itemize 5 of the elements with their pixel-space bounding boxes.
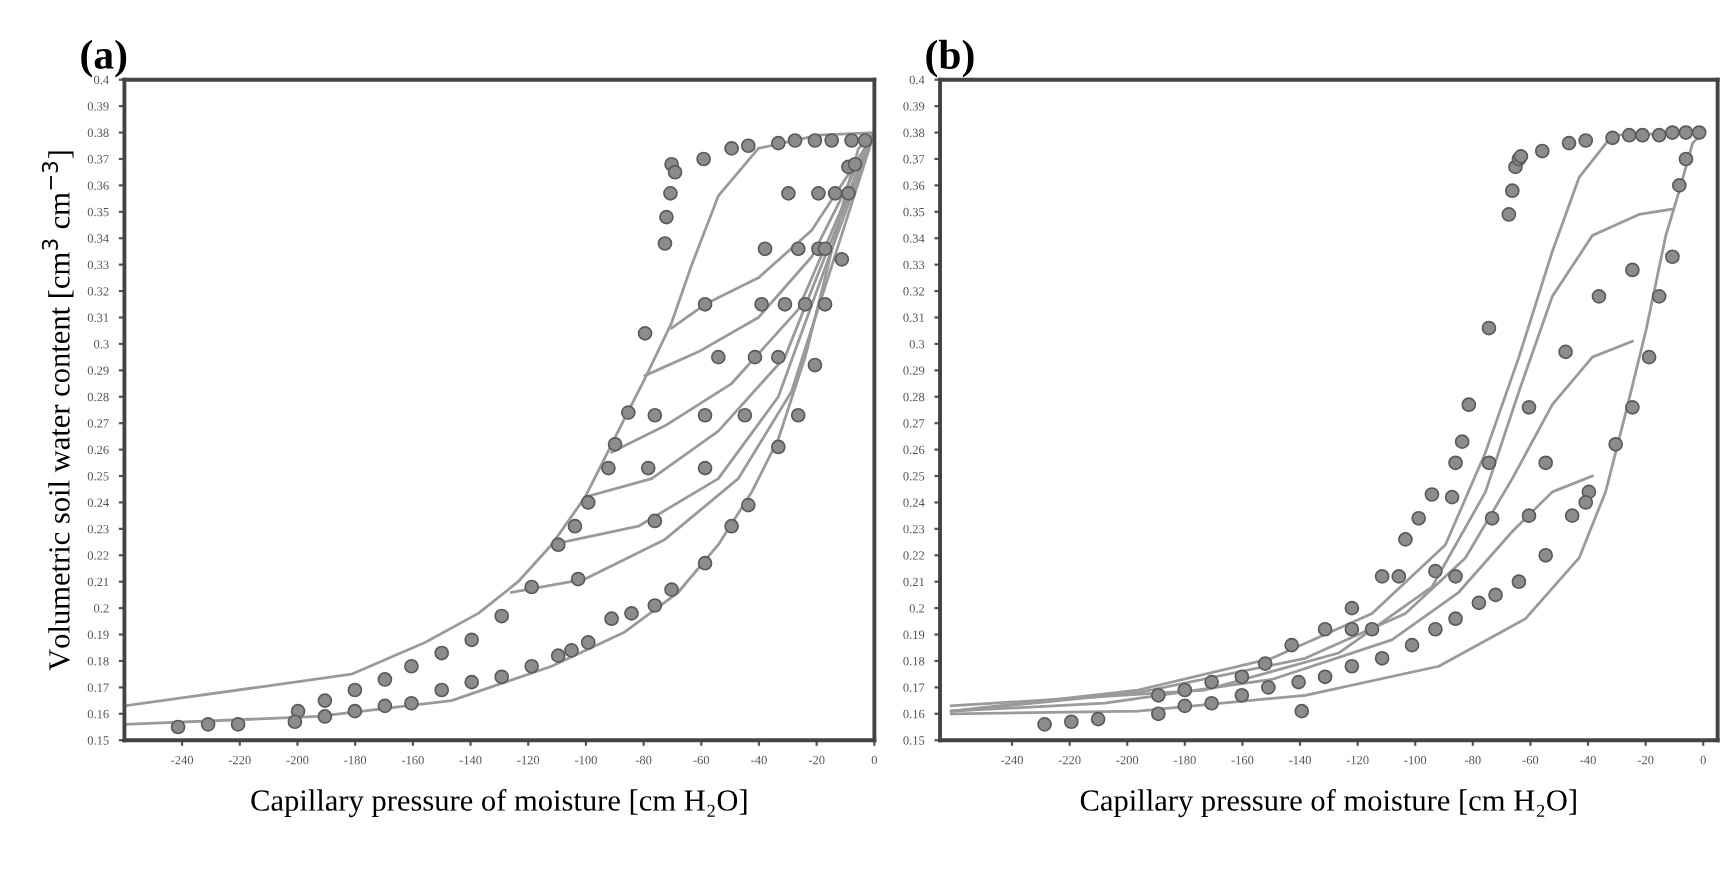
- x-axis-title: Capillary pressure of moisture [cm H₂O]: [251, 789, 747, 818]
- x-axis-title: Capillary pressure of moisture [cm H₂O]: [1080, 789, 1576, 818]
- chart-title: (a): [81, 39, 127, 78]
- y-axis-title: Volumetric soil water content [cm$^{3}$ cm$^{−3}$]: [41, 151, 74, 671]
- chart-title: (b): [926, 39, 974, 78]
